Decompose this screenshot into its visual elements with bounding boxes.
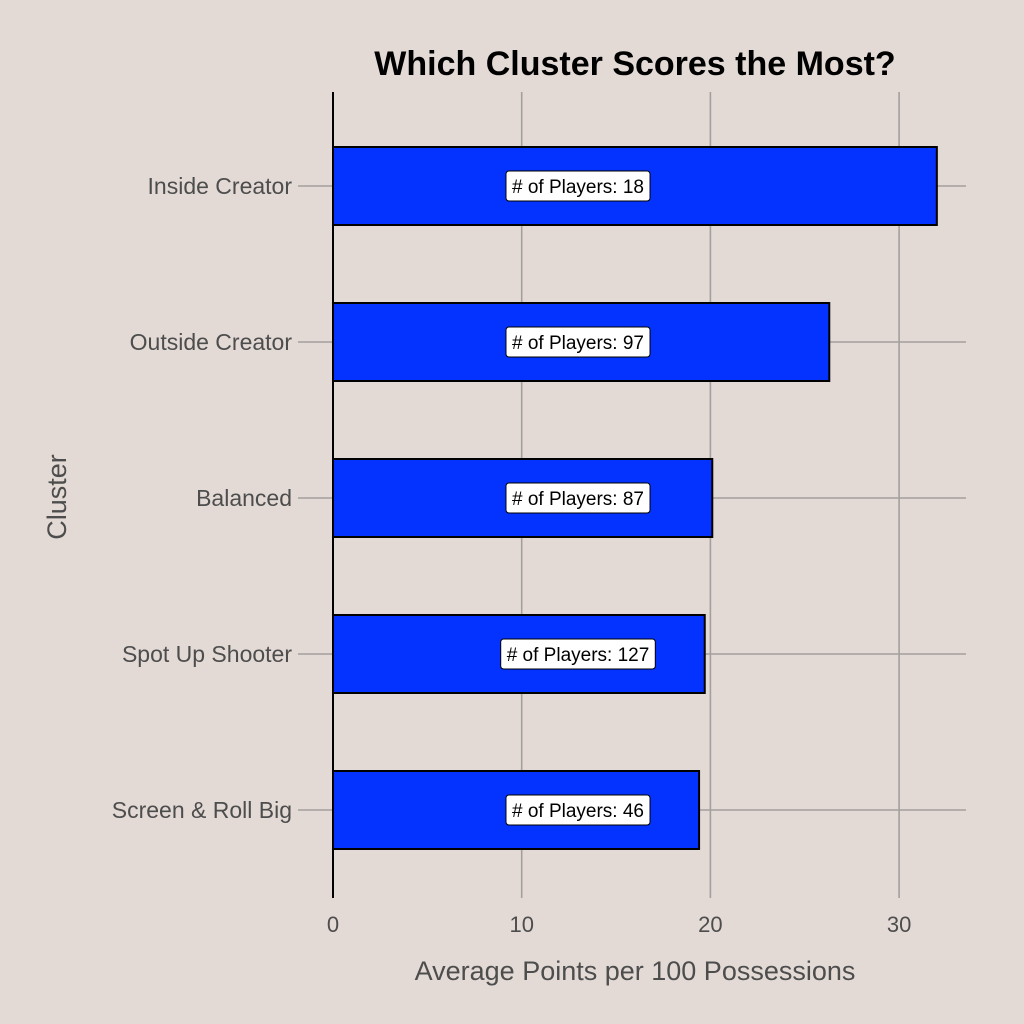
x-tick-label: 20 — [698, 912, 722, 937]
category-label: Inside Creator — [148, 173, 293, 199]
player-count-box — [505, 794, 651, 826]
category-labels: Inside Creator Outside Creator Balanced Spo… — [112, 173, 293, 823]
category-label: Spot Up Shooter — [122, 641, 292, 667]
player-count-label: # of Players: 46 — [505, 794, 651, 826]
player-count-text: # of Players: 127 — [507, 645, 650, 666]
x-tick-label: 0 — [327, 912, 339, 937]
player-count-label: # of Players: 18 — [505, 170, 651, 202]
player-count-box — [505, 482, 651, 514]
player-count-label: # of Players: 87 — [505, 482, 651, 514]
category-label: Screen & Roll Big — [112, 797, 292, 823]
player-count-text: # of Players: 87 — [512, 489, 644, 510]
chart-title: Which Cluster Scores the Most? — [374, 45, 895, 83]
player-count-label: # of Players: 97 — [505, 326, 651, 358]
x-tick-label: 10 — [509, 912, 533, 937]
player-count-text: # of Players: 46 — [512, 801, 644, 822]
player-count-text: # of Players: 97 — [512, 333, 644, 354]
x-tick-label: 30 — [887, 912, 911, 937]
x-tick-labels: 0 10 20 30 — [327, 912, 911, 937]
category-label: Balanced — [196, 485, 292, 511]
player-count-box — [505, 170, 651, 202]
bars: # of Players: 18 # of Players: 97 # of Pla… — [332, 146, 938, 850]
category-label: Outside Creator — [130, 329, 293, 355]
player-count-box — [500, 638, 656, 670]
player-count-label: # of Players: 127 — [500, 638, 656, 670]
x-axis-title: Average Points per 100 Possessions — [415, 956, 856, 986]
player-count-box — [505, 326, 651, 358]
y-axis-title: Cluster — [42, 454, 72, 540]
player-count-text: # of Players: 18 — [512, 177, 644, 198]
